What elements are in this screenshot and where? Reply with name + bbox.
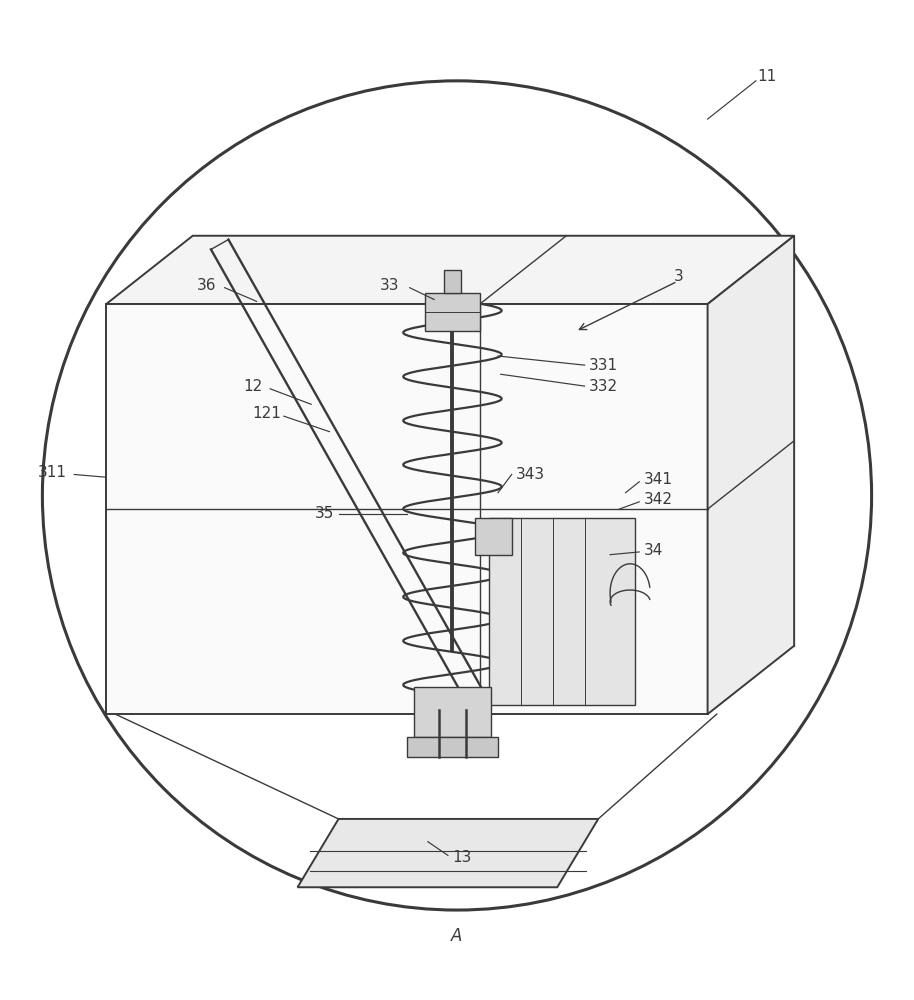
Text: 33: 33 [379, 278, 399, 293]
Text: 342: 342 [643, 492, 673, 508]
Text: 121: 121 [252, 406, 281, 421]
Text: 13: 13 [452, 850, 472, 865]
Bar [489, 518, 634, 705]
Text: 11: 11 [758, 69, 777, 84]
Text: 311: 311 [37, 465, 67, 480]
Text: 36: 36 [197, 278, 217, 293]
Bar [407, 737, 498, 757]
Text: 12: 12 [243, 379, 262, 394]
Text: 332: 332 [590, 379, 618, 394]
Text: 3: 3 [674, 269, 684, 284]
Bar [475, 518, 512, 555]
Polygon shape [193, 236, 794, 646]
Text: A: A [452, 927, 462, 945]
Polygon shape [298, 819, 599, 887]
Bar [425, 293, 480, 331]
Text: 341: 341 [643, 472, 673, 487]
Text: 34: 34 [643, 543, 664, 558]
Bar [414, 687, 491, 737]
Polygon shape [106, 304, 707, 714]
Text: 343: 343 [516, 467, 546, 482]
Text: 331: 331 [590, 358, 618, 373]
Polygon shape [106, 236, 794, 304]
Polygon shape [707, 236, 794, 714]
Text: 35: 35 [314, 506, 334, 521]
Bar [444, 270, 461, 293]
